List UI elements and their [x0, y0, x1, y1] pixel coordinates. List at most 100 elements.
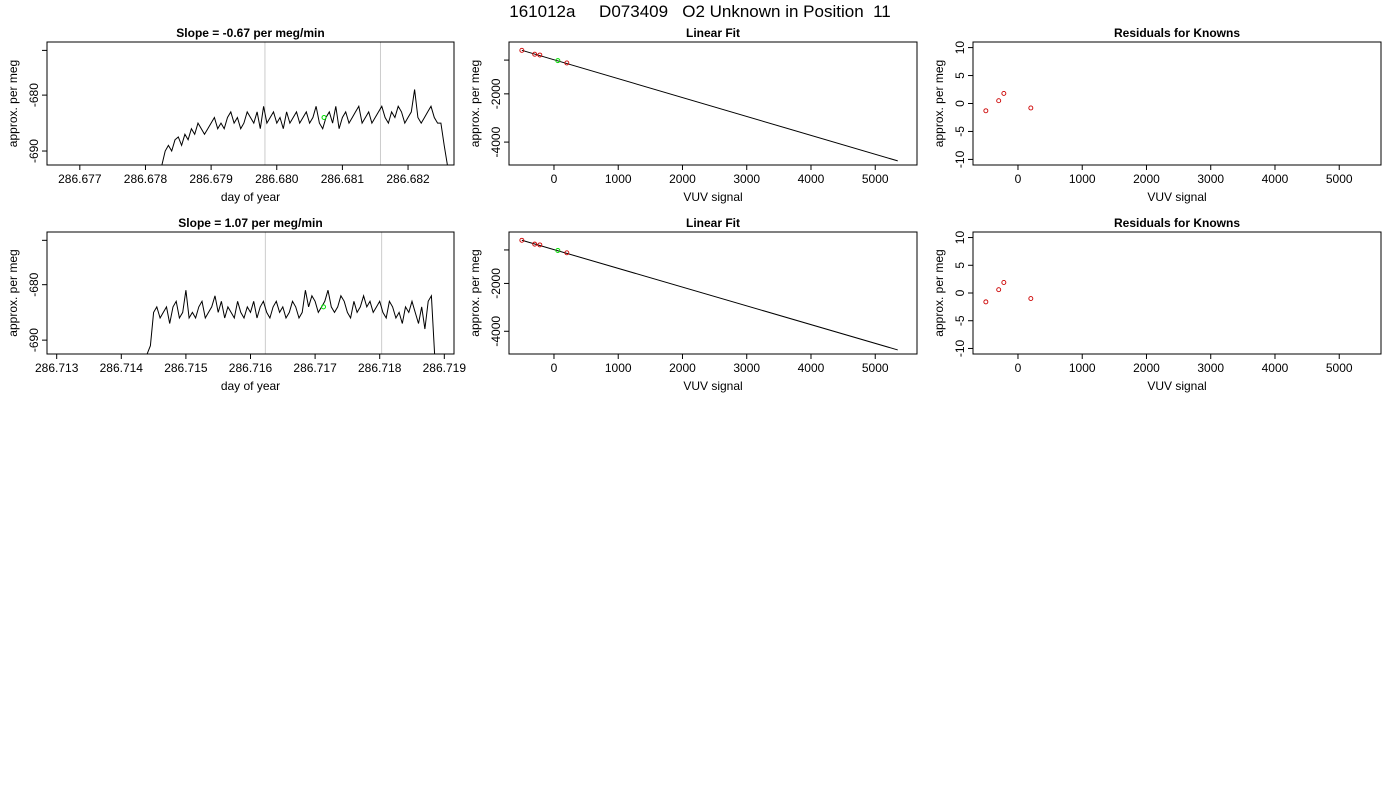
panel-title: Linear Fit [686, 26, 740, 40]
x-tick-label: 286.682 [386, 172, 430, 186]
x-tick-label: 2000 [669, 361, 696, 375]
known-point [983, 299, 989, 305]
x-tick-label: 286.680 [255, 172, 299, 186]
x-tick-label: 0 [1015, 361, 1022, 375]
known-point [1028, 105, 1034, 111]
known-point [532, 241, 538, 247]
x-tick-label: 0 [551, 361, 558, 375]
known-point [1001, 280, 1007, 285]
known-point [1028, 296, 1034, 301]
plot-frame [972, 231, 1382, 355]
x-tick-label: 3000 [1197, 172, 1224, 186]
x-axis-label: VUV signal [683, 379, 742, 393]
y-tick-label: -2000 [489, 78, 503, 109]
x-tick-label: 0 [1015, 172, 1022, 186]
x-tick-label: 3000 [733, 172, 760, 186]
linear-fit-line [521, 239, 898, 351]
y-axis-label: approx. per meg [932, 60, 946, 147]
y-tick-label: 5 [953, 262, 967, 269]
plot-frame [508, 41, 918, 166]
x-tick-label: 286.715 [164, 361, 208, 375]
plot-data-layer [983, 90, 1034, 114]
x-axis-label: day of year [221, 190, 280, 204]
known-point [983, 108, 989, 114]
x-tick-label: 286.677 [58, 172, 102, 186]
plot-data-layer [519, 237, 898, 351]
y-tick-label: -4000 [489, 316, 503, 347]
x-axis-label: day of year [221, 379, 280, 393]
x-tick-label: 4000 [798, 361, 825, 375]
signal-series-line [161, 89, 448, 165]
x-tick-label: 2000 [669, 172, 696, 186]
known-point [532, 51, 538, 57]
y-tick-label: -690 [27, 328, 41, 352]
panel-title: Residuals for Knowns [1114, 216, 1240, 230]
x-tick-label: 4000 [798, 172, 825, 186]
plot-frame [46, 231, 455, 355]
plot-frame [508, 231, 918, 355]
x-tick-label: 5000 [1326, 172, 1353, 186]
y-axis-label: approx. per meg [932, 249, 946, 336]
x-tick-label: 286.713 [35, 361, 79, 375]
page-title: 161012a D073409 O2 Unknown in Position 1… [509, 2, 891, 21]
x-axis-label: VUV signal [1147, 190, 1206, 204]
panel-title: Slope = -0.67 per meg/min [176, 26, 324, 40]
y-tick-label: 0 [953, 100, 967, 107]
panel-title: Linear Fit [686, 216, 740, 230]
y-tick-label: -5 [953, 126, 967, 137]
x-tick-label: 1000 [605, 361, 632, 375]
chart-panel-1: 286.677 286.678 286.679 286.680 286.681 286.6… [6, 26, 455, 204]
y-tick-label: -680 [27, 272, 41, 296]
x-tick-label: 2000 [1133, 172, 1160, 186]
chart-panel-6: 0 1000 2000 3000 4000 5000 -10 -5 0 5 10 Residuals … [932, 216, 1382, 393]
y-tick-label: -2000 [489, 268, 503, 299]
chart-panel-5: 0 1000 2000 3000 4000 5000 -4000 -2000 Linear Fi… [468, 216, 918, 393]
chart-panel-4: 286.713 286.714 286.715 286.716 286.717 286.7… [6, 216, 466, 393]
y-tick-label: -5 [953, 315, 967, 326]
y-tick-label: 10 [953, 41, 967, 55]
known-point [519, 47, 525, 53]
x-tick-label: 5000 [862, 172, 889, 186]
chart-panel-3: 0 1000 2000 3000 4000 5000 -10 -5 0 5 10 Residuals … [932, 26, 1382, 204]
x-tick-label: 3000 [733, 361, 760, 375]
x-tick-label: 1000 [1069, 361, 1096, 375]
x-tick-label: 286.678 [124, 172, 168, 186]
panel-title: Residuals for Knowns [1114, 26, 1240, 40]
unknown-point [321, 114, 327, 120]
x-tick-label: 3000 [1197, 361, 1224, 375]
x-tick-label: 286.718 [358, 361, 402, 375]
y-axis-label: approx. per meg [6, 60, 20, 147]
y-tick-label: 10 [953, 231, 967, 245]
x-tick-label: 4000 [1262, 172, 1289, 186]
plot-data-layer [161, 42, 448, 165]
x-axis-label: VUV signal [1147, 379, 1206, 393]
x-tick-label: 286.716 [229, 361, 273, 375]
plot-frame [46, 41, 455, 166]
unknown-point [321, 304, 327, 310]
x-tick-label: 286.719 [423, 361, 467, 375]
plot-data-layer [146, 232, 436, 354]
y-tick-label: -10 [953, 150, 967, 168]
x-tick-label: 5000 [1326, 361, 1353, 375]
known-point [519, 237, 525, 243]
known-point [996, 287, 1002, 293]
known-point [564, 60, 570, 66]
unknown-point [555, 247, 561, 253]
x-tick-label: 1000 [605, 172, 632, 186]
plot-data-layer [983, 280, 1034, 305]
unknown-point [555, 58, 561, 64]
linear-fit-line [521, 49, 898, 162]
known-point [564, 250, 570, 256]
x-tick-label: 4000 [1262, 361, 1289, 375]
y-axis-label: approx. per meg [468, 60, 482, 147]
y-tick-label: 0 [953, 289, 967, 296]
x-tick-label: 2000 [1133, 361, 1160, 375]
y-tick-label: -10 [953, 339, 967, 357]
x-tick-label: 5000 [862, 361, 889, 375]
y-axis-label: approx. per meg [6, 249, 20, 336]
x-tick-label: 286.714 [100, 361, 144, 375]
x-axis-label: VUV signal [683, 190, 742, 204]
x-tick-label: 286.717 [293, 361, 337, 375]
known-point [1001, 90, 1007, 96]
x-tick-label: 1000 [1069, 172, 1096, 186]
